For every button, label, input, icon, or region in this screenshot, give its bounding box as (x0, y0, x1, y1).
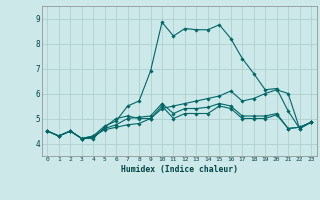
X-axis label: Humidex (Indice chaleur): Humidex (Indice chaleur) (121, 165, 238, 174)
